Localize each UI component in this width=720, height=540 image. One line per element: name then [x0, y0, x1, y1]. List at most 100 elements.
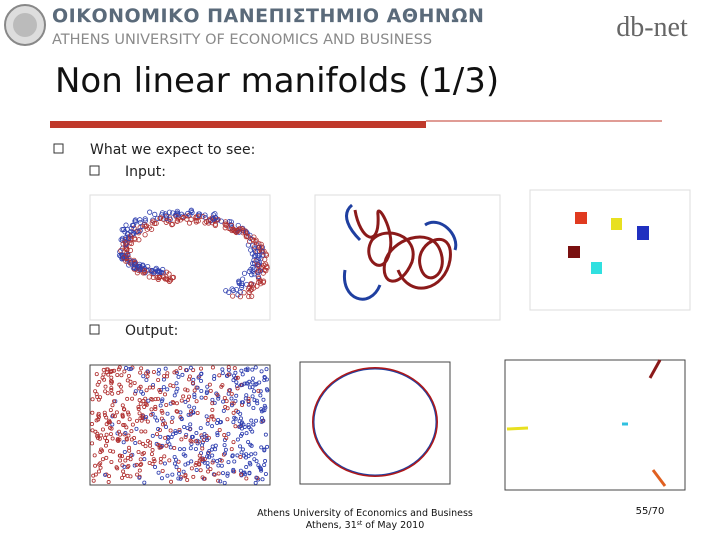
scatter-dot	[185, 426, 190, 431]
scatter-dot	[212, 211, 218, 217]
scatter-dot	[235, 386, 240, 391]
scatter-dot	[109, 375, 114, 380]
scatter-dot	[133, 391, 138, 396]
scatter-dot	[180, 372, 185, 377]
scatter-dot	[139, 366, 144, 371]
scatter-dot	[259, 369, 264, 374]
scatter-dot	[142, 232, 148, 238]
scatter-dot	[142, 218, 148, 224]
scatter-dot	[231, 440, 236, 445]
scatter-dot	[105, 391, 110, 396]
scatter-dot	[252, 398, 257, 403]
scatter-dot	[115, 372, 120, 377]
scatter-dot	[108, 408, 113, 413]
scatter-dot	[142, 221, 148, 228]
scatter-dot	[189, 409, 194, 414]
scatter-dot	[205, 464, 210, 469]
scatter-dot	[141, 450, 146, 455]
scatter-dot	[160, 273, 166, 279]
scatter-dot	[154, 275, 160, 281]
scatter-dot	[187, 377, 192, 382]
scatter-dot	[158, 456, 163, 461]
scatter-dot	[193, 463, 198, 468]
bullet	[89, 165, 100, 176]
scatter-dot	[170, 210, 176, 216]
scatter-dot	[217, 427, 222, 432]
scatter-dot	[143, 444, 148, 449]
page-number: 55/70	[636, 506, 665, 517]
scatter-dot	[251, 271, 257, 277]
scatter-dot	[251, 405, 256, 410]
scatter-dot	[160, 422, 165, 427]
scatter-dot	[111, 449, 116, 454]
scatter-dot	[174, 218, 181, 224]
scatter-dot	[121, 472, 126, 477]
scatter-dot	[133, 441, 138, 446]
scatter-dot	[181, 469, 186, 474]
scatter-dot	[149, 412, 154, 417]
scatter-dot	[177, 427, 182, 432]
scatter-dot	[265, 444, 270, 449]
scatter-dot	[144, 402, 149, 407]
footer-date-sup: st	[357, 520, 363, 527]
scatter-dot	[166, 209, 173, 215]
scatter-dot	[254, 418, 259, 423]
scatter-dot	[182, 424, 187, 429]
scatter-dot	[258, 466, 263, 471]
scatter-dot	[235, 437, 240, 442]
scatter-dot	[155, 215, 161, 221]
scatter-dot	[138, 401, 143, 406]
scatter-dot	[234, 384, 239, 389]
scatter-dot	[180, 215, 186, 221]
scatter-dot	[153, 397, 158, 402]
scatter-dot	[94, 372, 99, 377]
scatter-dot	[140, 413, 145, 418]
scatter-dot	[262, 256, 268, 263]
scatter-dot	[239, 284, 245, 290]
knot-curve	[353, 209, 452, 290]
scatter-dot	[150, 271, 156, 277]
scatter-dot	[250, 376, 255, 381]
scatter-dot	[117, 437, 122, 442]
scatter-dot	[137, 228, 143, 234]
scatter-dot	[125, 251, 131, 257]
scatter-dot	[170, 472, 175, 477]
scatter-dot	[127, 247, 134, 253]
scatter-dot	[231, 378, 236, 383]
scatter-dot	[138, 463, 143, 468]
scatter-dot	[123, 431, 128, 436]
scatter-dot	[186, 412, 191, 417]
scatter-dot	[162, 454, 167, 459]
scatter-dot	[191, 368, 196, 373]
scatter-dot	[159, 408, 164, 413]
scatter-dot	[119, 373, 124, 378]
scatter-dot	[256, 244, 263, 250]
scatter-dot	[181, 394, 186, 399]
bullet	[53, 143, 64, 154]
scatter-dot	[170, 221, 176, 227]
scatter-dot	[188, 422, 193, 427]
scatter-dot	[164, 269, 170, 275]
scatter-dot	[126, 412, 131, 417]
scatter-dot	[215, 420, 220, 425]
scatter-dot	[142, 216, 148, 222]
scatter-dot	[216, 471, 221, 476]
scatter-dot	[201, 457, 206, 462]
scatter-dot	[155, 418, 160, 423]
scatter-dot	[149, 397, 154, 402]
scatter-dot	[212, 400, 217, 405]
title-bar	[50, 121, 426, 128]
scatter-dot	[239, 420, 244, 425]
scatter-dot	[125, 378, 130, 383]
scatter-dot	[102, 413, 107, 418]
scatter-dot	[258, 393, 263, 398]
cluster-line	[648, 359, 662, 379]
scatter-dot	[242, 470, 247, 475]
cube-cluster	[568, 246, 580, 258]
scatter-dot	[190, 410, 195, 415]
scatter-dot	[153, 404, 158, 409]
scatter-dot	[164, 424, 169, 429]
scatter-dot	[260, 477, 265, 482]
scatter-dot	[230, 401, 235, 406]
scatter-dot	[194, 431, 199, 436]
